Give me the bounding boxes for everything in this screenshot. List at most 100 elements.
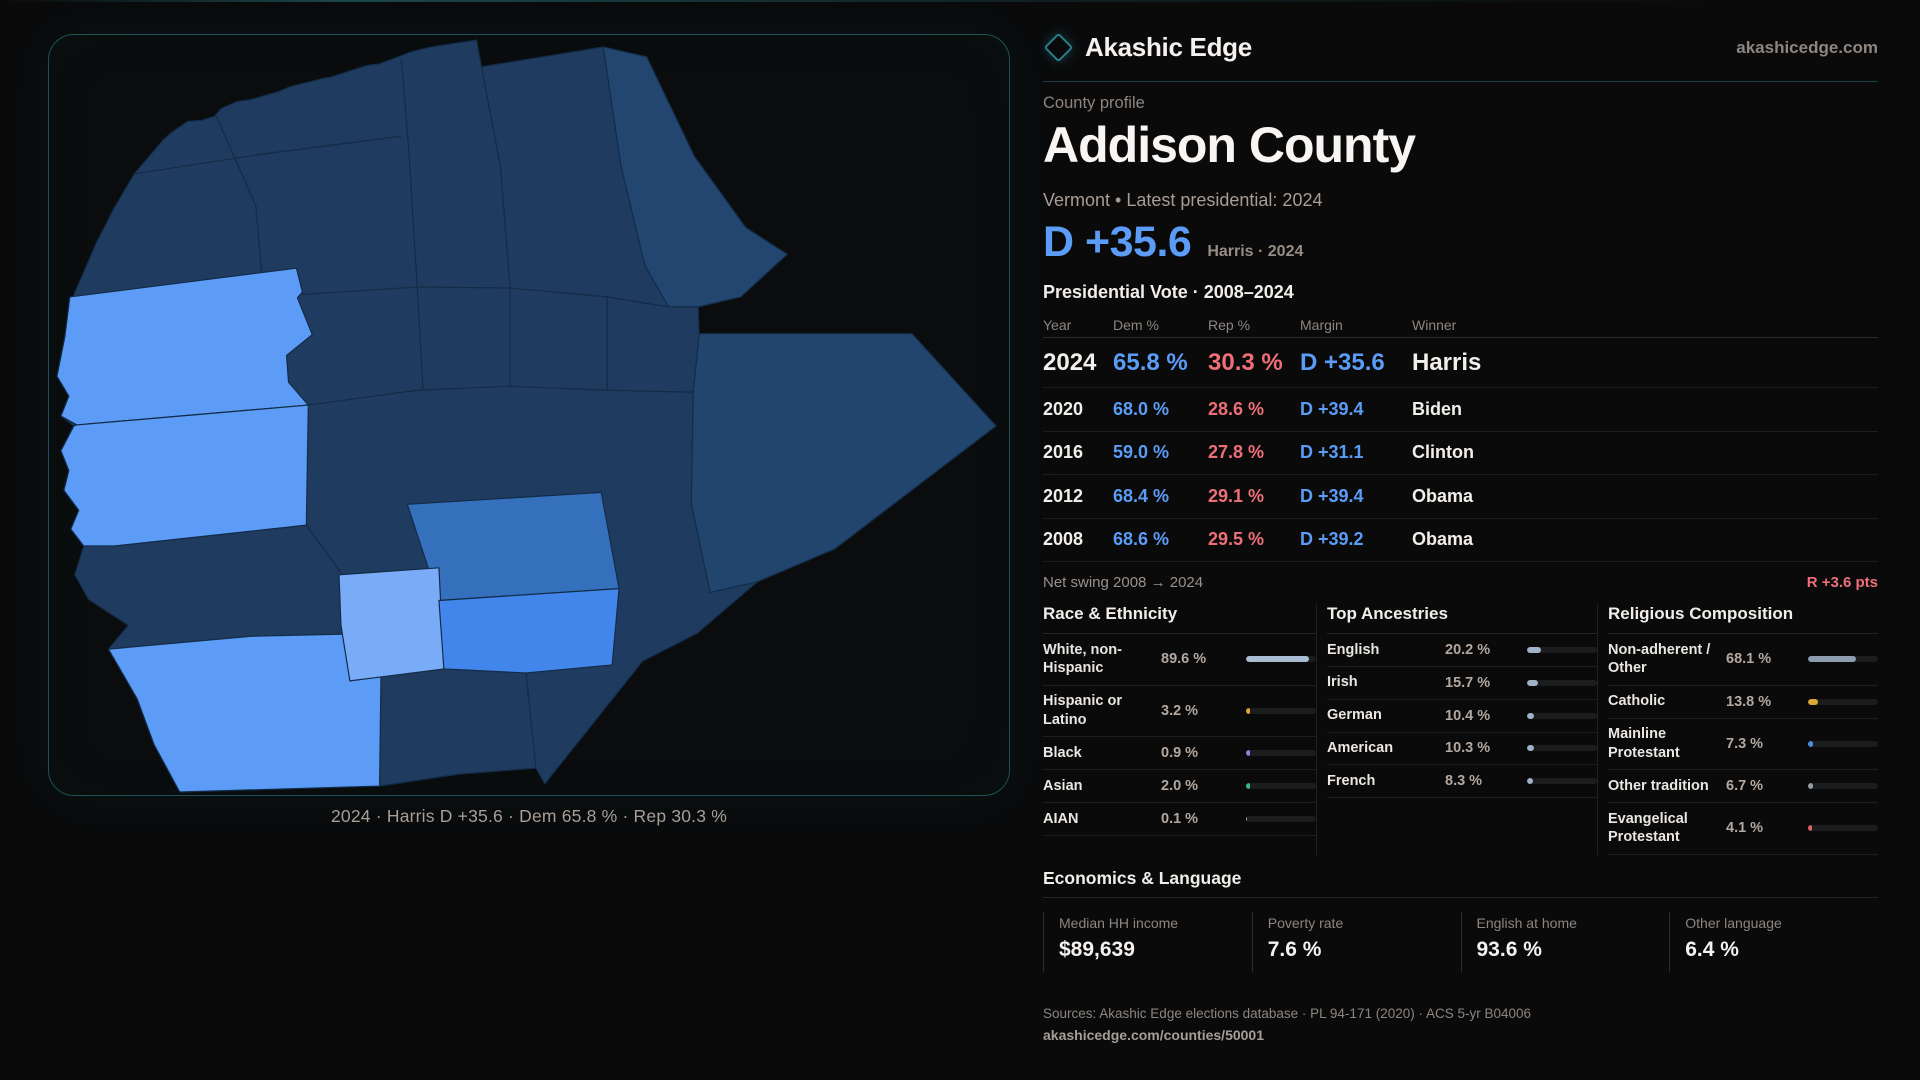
demo-row: Black 0.9 % — [1043, 737, 1316, 771]
town-polygon-center-bright — [438, 588, 620, 674]
demo-row-bar — [1246, 656, 1316, 663]
stat-block: Other language 6.4 % — [1669, 912, 1878, 972]
table-cell: D +39.4 — [1300, 485, 1364, 506]
kicker-label: County profile — [1043, 94, 1145, 112]
header-divider — [1043, 81, 1878, 82]
town-polygon-west-1 — [56, 267, 313, 426]
demo-row-value: 10.4 % — [1445, 707, 1491, 724]
demo-row-bar — [1808, 783, 1878, 790]
stat-label: Other language — [1685, 915, 1782, 931]
table-cell: 68.4 % — [1113, 485, 1170, 506]
table-cell: 2016 — [1043, 442, 1084, 463]
demo-row: English 20.2 % — [1327, 634, 1597, 667]
stat-label: Median HH income — [1059, 915, 1179, 931]
demo-row-bar — [1808, 656, 1878, 663]
demo-row-label: Black — [1043, 744, 1082, 761]
economics-stats-row: Median HH income $89,639 Poverty rate 7.6 %… — [1043, 912, 1878, 972]
column-header: Dem % — [1113, 316, 1159, 333]
table-cell: 28.6 % — [1208, 398, 1265, 419]
demo-row-value: 3.2 % — [1161, 703, 1199, 720]
demo-row-value: 15.7 % — [1445, 674, 1491, 691]
demo-row-bar — [1808, 740, 1878, 747]
demo-row-label: English — [1327, 641, 1380, 658]
demo-row-label: Evangelical Protestant — [1608, 810, 1688, 846]
site-link[interactable]: akashicedge.com — [1736, 37, 1878, 57]
demo-row: French 8.3 % — [1327, 765, 1597, 799]
demo-section-title: Top Ancestries — [1327, 604, 1597, 634]
demo-row-value: 6.7 % — [1726, 778, 1764, 795]
demo-row: White, non-Hispanic 89.6 % — [1043, 634, 1316, 686]
demographics-columns: Race & Ethnicity White, non-Hispanic 89.6 … — [1043, 604, 1878, 855]
table-cell: 68.0 % — [1113, 398, 1170, 419]
demo-row-value: 20.2 % — [1445, 641, 1491, 658]
demo-row-bar — [1246, 815, 1316, 822]
table-cell: Clinton — [1412, 442, 1474, 463]
table-cell: 27.8 % — [1208, 442, 1265, 463]
demo-row-bar — [1808, 825, 1878, 832]
town-polygon-west-2 — [60, 404, 309, 547]
table-row-2020: 2020 68.0 % 28.6 % D +39.4 Biden — [1043, 388, 1878, 432]
sources-line: Sources: Akashic Edge elections database… — [1043, 1006, 1532, 1021]
demo-row: German 10.4 % — [1327, 700, 1597, 733]
demo-row-bar — [1808, 698, 1878, 705]
demo-row-label: Other tradition — [1608, 777, 1709, 794]
headline-margin-note: Harris · 2024 — [1207, 243, 1304, 260]
table-cell: Harris — [1412, 348, 1482, 376]
table-cell: 65.8 % — [1113, 348, 1188, 376]
demo-row-label: French — [1327, 772, 1376, 789]
net-swing-value: R +3.6 pts — [1806, 574, 1878, 591]
demo-row-label: Irish — [1327, 674, 1358, 691]
table-cell: D +39.2 — [1300, 529, 1364, 550]
county-town-map — [56, 39, 997, 793]
column-header: Winner — [1412, 316, 1457, 333]
top-glow-accent — [0, 0, 1920, 2]
demo-row: Other tradition 6.7 % — [1608, 770, 1878, 804]
results-table: Year Dem % Rep % Margin Winner 2024 65.8 % 30.3… — [1043, 312, 1878, 562]
net-swing-row: Net swing 2008 → 2024 R +3.6 pts — [1043, 574, 1878, 591]
stat-label: Poverty rate — [1267, 915, 1344, 931]
demo-row: Mainline Protestant 7.3 % — [1608, 719, 1878, 771]
stat-label: English at home — [1476, 915, 1577, 931]
results-table-title: Presidential Vote · 2008–2024 — [1043, 282, 1294, 302]
stat-value: 6.4 % — [1685, 938, 1739, 961]
demo-section-religious-composition: Religious Composition Non-adherent / Othe… — [1597, 604, 1878, 855]
demo-row-label: American — [1327, 740, 1394, 757]
demo-section-title: Race & Ethnicity — [1043, 604, 1316, 634]
stat-block: English at home 93.6 % — [1460, 912, 1670, 972]
demo-row-value: 7.3 % — [1726, 735, 1764, 752]
demo-row: Irish 15.7 % — [1327, 667, 1597, 700]
permalink[interactable]: akashicedge.com/counties/50001 — [1043, 1027, 1264, 1043]
demo-row-value: 68.1 % — [1726, 651, 1772, 668]
demo-row-label: Asian — [1043, 777, 1083, 794]
table-cell: 2008 — [1043, 529, 1084, 550]
demo-section-title: Religious Composition — [1608, 604, 1878, 634]
demo-row-bar — [1527, 745, 1597, 752]
column-header: Rep % — [1208, 316, 1251, 333]
demo-row-label: AIAN — [1043, 810, 1079, 827]
stat-value: 93.6 % — [1476, 938, 1542, 961]
column-header: Margin — [1300, 316, 1343, 333]
stat-value: $89,639 — [1059, 938, 1135, 961]
table-cell: 29.1 % — [1208, 485, 1265, 506]
table-cell: 2024 — [1043, 348, 1097, 376]
demo-row-bar — [1246, 708, 1316, 715]
table-cell: 2020 — [1043, 398, 1084, 419]
headline-margin-value: D +35.6 — [1043, 218, 1192, 266]
results-table-header: Year Dem % Rep % Margin Winner — [1043, 312, 1878, 338]
demo-row-value: 0.1 % — [1161, 810, 1199, 827]
table-cell: D +31.1 — [1300, 442, 1364, 463]
table-cell: 2012 — [1043, 485, 1084, 506]
demo-row-bar — [1527, 712, 1597, 719]
page-title: Addison County — [1043, 117, 1416, 173]
county-map-panel — [48, 34, 1010, 796]
demo-row-value: 10.3 % — [1445, 740, 1491, 757]
net-swing-label: Net swing 2008 → 2024 — [1043, 574, 1204, 591]
stat-block: Poverty rate 7.6 % — [1251, 912, 1461, 972]
table-row-2024: 2024 65.8 % 30.3 % D +35.6 Harris — [1043, 338, 1878, 388]
demo-row-label: Mainline Protestant — [1608, 726, 1680, 761]
table-cell: D +39.4 — [1300, 398, 1364, 419]
table-cell: Biden — [1412, 398, 1463, 419]
demo-row-bar — [1246, 783, 1316, 790]
table-cell: 59.0 % — [1113, 442, 1170, 463]
demo-row-label: Hispanic or Latino — [1043, 693, 1122, 729]
